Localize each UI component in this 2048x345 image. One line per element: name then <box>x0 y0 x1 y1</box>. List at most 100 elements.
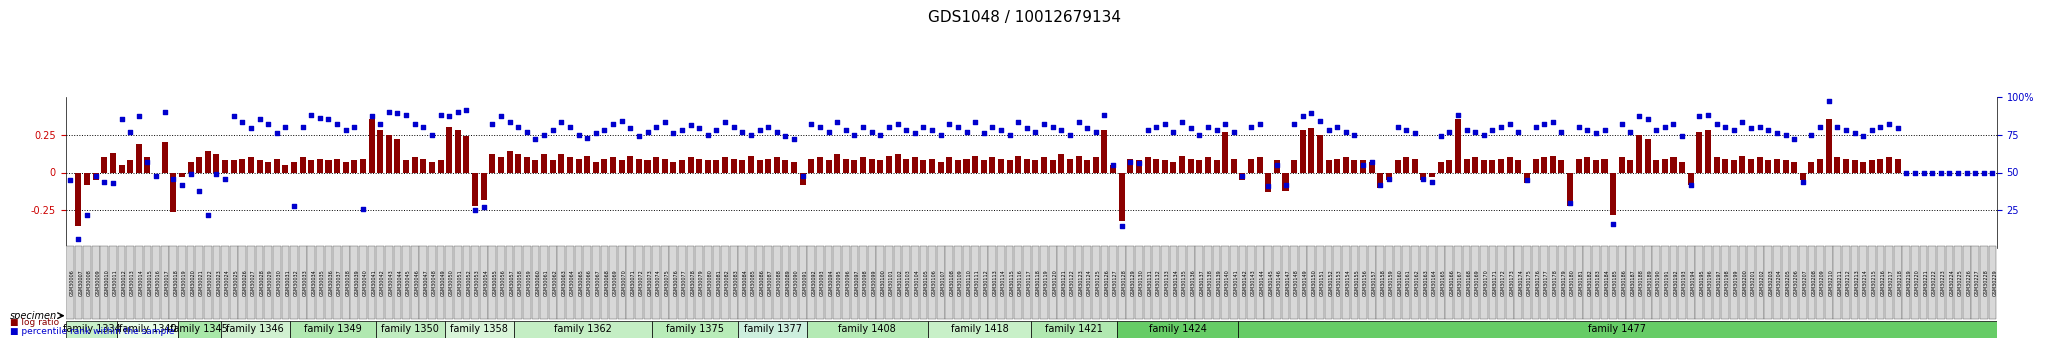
Text: GSM30104: GSM30104 <box>915 269 920 296</box>
FancyBboxPatch shape <box>195 246 203 319</box>
Point <box>53 177 86 183</box>
Bar <box>737 321 807 338</box>
FancyBboxPatch shape <box>834 246 842 319</box>
Text: GSM30188: GSM30188 <box>1638 269 1645 296</box>
Point <box>907 124 940 130</box>
Point <box>1829 127 1862 133</box>
Point <box>553 124 586 130</box>
Point <box>1614 129 1647 134</box>
Text: GSM30151: GSM30151 <box>1321 269 1325 296</box>
FancyBboxPatch shape <box>436 246 444 319</box>
Text: GSM30099: GSM30099 <box>872 270 877 296</box>
Point <box>735 132 768 137</box>
FancyBboxPatch shape <box>662 246 668 319</box>
Text: GSM30061: GSM30061 <box>545 269 549 296</box>
Point <box>1217 129 1249 134</box>
Point <box>1915 170 1948 175</box>
FancyBboxPatch shape <box>213 246 221 319</box>
Point <box>795 121 827 127</box>
Bar <box>651 321 737 338</box>
Point <box>1968 170 2001 175</box>
Bar <box>645 160 651 172</box>
Bar <box>1782 160 1788 172</box>
Point <box>1882 126 1915 131</box>
Bar <box>127 160 133 172</box>
Point <box>838 132 870 137</box>
Bar <box>1714 157 1720 172</box>
Point <box>1898 170 1931 175</box>
Text: GSM30216: GSM30216 <box>1880 269 1886 296</box>
Point <box>467 205 500 210</box>
FancyBboxPatch shape <box>1462 246 1470 319</box>
Text: GSM30197: GSM30197 <box>1716 269 1722 296</box>
Bar <box>170 172 176 212</box>
Bar <box>1473 157 1479 172</box>
FancyBboxPatch shape <box>1567 246 1575 319</box>
Text: ■ percentile rank within the sample: ■ percentile rank within the sample <box>10 327 174 336</box>
Bar <box>84 172 90 185</box>
Point <box>1675 182 1708 187</box>
FancyBboxPatch shape <box>178 246 186 319</box>
FancyBboxPatch shape <box>678 246 686 319</box>
Point <box>1321 124 1354 130</box>
FancyBboxPatch shape <box>1860 246 1868 319</box>
FancyBboxPatch shape <box>1360 246 1366 319</box>
Text: GSM30094: GSM30094 <box>829 269 834 296</box>
FancyBboxPatch shape <box>782 246 788 319</box>
Bar <box>774 157 780 172</box>
Point <box>1278 121 1311 127</box>
Point <box>442 109 475 115</box>
Text: GSM30227: GSM30227 <box>1974 269 1980 296</box>
Point <box>631 129 664 134</box>
Text: GSM30010: GSM30010 <box>104 269 109 296</box>
Text: GSM30107: GSM30107 <box>940 269 946 296</box>
Bar <box>688 157 694 172</box>
Text: GSM30172: GSM30172 <box>1501 269 1505 296</box>
Text: GSM30131: GSM30131 <box>1147 269 1153 296</box>
Point <box>502 124 535 130</box>
Bar <box>248 157 254 172</box>
Point <box>993 132 1026 137</box>
FancyBboxPatch shape <box>1505 246 1513 319</box>
FancyBboxPatch shape <box>463 246 471 319</box>
FancyBboxPatch shape <box>1178 246 1186 319</box>
FancyBboxPatch shape <box>455 246 461 319</box>
Text: family 1408: family 1408 <box>838 325 897 334</box>
Text: GSM30207: GSM30207 <box>1802 269 1808 296</box>
Text: GSM30203: GSM30203 <box>1767 269 1774 296</box>
Bar <box>1300 130 1307 172</box>
Bar <box>723 157 729 172</box>
Point <box>1071 126 1104 131</box>
Point <box>1786 179 1819 184</box>
Text: GSM30014: GSM30014 <box>139 269 143 296</box>
Bar <box>1602 159 1608 172</box>
Point <box>1735 126 1767 131</box>
FancyBboxPatch shape <box>1911 246 1919 319</box>
Point <box>1821 124 1853 130</box>
Bar <box>1430 172 1436 177</box>
Text: GSM30024: GSM30024 <box>225 269 229 296</box>
Point <box>1872 121 1905 127</box>
Text: GSM30068: GSM30068 <box>604 269 610 296</box>
Text: GSM30079: GSM30079 <box>698 269 705 296</box>
Point <box>1260 162 1292 168</box>
FancyBboxPatch shape <box>109 246 117 319</box>
Point <box>545 120 578 125</box>
Text: GSM30169: GSM30169 <box>1475 269 1481 296</box>
Point <box>1769 132 1802 137</box>
Text: GSM30123: GSM30123 <box>1079 269 1083 296</box>
Bar <box>1309 128 1315 172</box>
Text: GSM30019: GSM30019 <box>182 269 186 296</box>
FancyBboxPatch shape <box>885 246 893 319</box>
FancyBboxPatch shape <box>393 246 401 319</box>
Text: GDS1048 / 10012679134: GDS1048 / 10012679134 <box>928 10 1120 25</box>
Point <box>596 121 629 127</box>
Point <box>1597 221 1630 227</box>
Text: GSM30052: GSM30052 <box>467 269 471 296</box>
Bar <box>868 159 874 172</box>
Text: GSM30128: GSM30128 <box>1122 269 1126 296</box>
FancyBboxPatch shape <box>1395 246 1401 319</box>
Bar <box>1532 159 1538 172</box>
Bar <box>748 156 754 172</box>
Point <box>977 124 1010 130</box>
